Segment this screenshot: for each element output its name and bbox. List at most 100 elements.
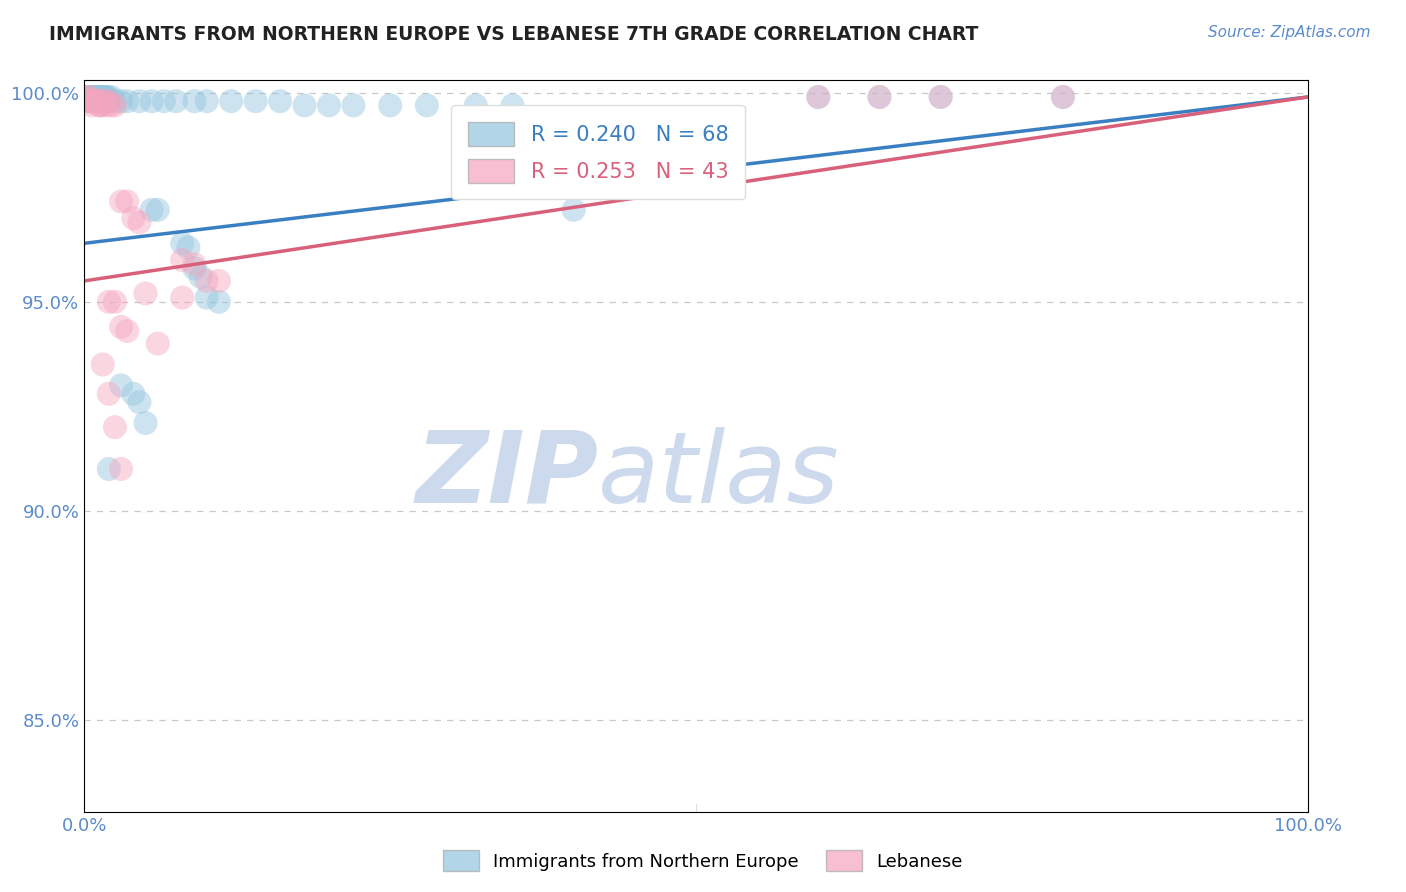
Point [110,462,132,476]
Point [135,416,157,430]
Point [79,90,101,104]
Point [79,94,101,108]
Point [89,90,111,104]
Point [807,90,830,104]
Point [84,94,107,108]
Point [1052,90,1074,104]
Point [97,90,120,104]
Point [141,202,163,217]
Point [464,98,486,112]
Point [96,98,118,112]
Point [91,94,114,108]
Point [82,94,104,108]
Point [97,386,120,401]
Point [97,94,120,108]
Point [86,94,108,108]
Point [146,202,169,217]
Point [183,94,205,108]
Point [318,98,340,112]
Point [93,90,115,104]
Point [128,395,150,409]
Point [195,274,218,288]
Point [929,90,952,104]
Point [115,94,138,108]
Point [97,462,120,476]
Point [128,94,150,108]
Point [80,90,103,104]
Point [115,194,138,209]
Point [195,291,218,305]
Point [91,90,114,104]
Point [122,211,145,226]
Point [1052,90,1074,104]
Point [90,98,112,112]
Point [97,294,120,309]
Point [94,90,117,104]
Point [77,90,100,104]
Point [208,294,231,309]
Point [104,294,127,309]
Point [110,319,132,334]
Point [929,90,952,104]
Text: atlas: atlas [598,426,839,524]
Point [146,336,169,351]
Point [86,94,108,108]
Text: ZIP: ZIP [415,426,598,524]
Point [97,94,120,108]
Point [79,94,101,108]
Point [269,94,291,108]
Point [183,257,205,271]
Point [89,98,111,112]
Point [84,94,107,108]
Point [83,90,105,104]
Point [84,94,107,108]
Point [416,98,439,112]
Point [77,90,100,104]
Point [76,90,98,104]
Point [183,261,205,276]
Text: IMMIGRANTS FROM NORTHERN EUROPE VS LEBANESE 7TH GRADE CORRELATION CHART: IMMIGRANTS FROM NORTHERN EUROPE VS LEBAN… [49,25,979,44]
Point [128,215,150,229]
Point [104,420,127,434]
Legend: R = 0.240   N = 68, R = 0.253   N = 43: R = 0.240 N = 68, R = 0.253 N = 43 [451,105,745,199]
Point [342,98,364,112]
Point [100,90,122,104]
Point [502,98,524,112]
Point [82,90,104,104]
Legend: Immigrants from Northern Europe, Lebanese: Immigrants from Northern Europe, Lebanes… [436,843,970,879]
Point [87,90,110,104]
Point [104,94,127,108]
Point [245,94,267,108]
Point [153,94,176,108]
Point [93,94,115,108]
Point [87,94,110,108]
Point [100,98,122,112]
Point [869,90,891,104]
Point [83,94,105,108]
Point [122,386,145,401]
Point [294,98,316,112]
Text: Source: ZipAtlas.com: Source: ZipAtlas.com [1208,25,1371,40]
Point [380,98,402,112]
Point [172,291,194,305]
Point [96,90,118,104]
Point [87,98,110,112]
Point [115,324,138,338]
Point [195,94,218,108]
Point [83,90,105,104]
Point [77,94,100,108]
Point [82,94,104,108]
Point [87,94,110,108]
Point [76,90,98,104]
Point [87,90,110,104]
Point [80,98,103,112]
Point [104,98,127,112]
Point [89,94,111,108]
Point [80,94,103,108]
Point [165,94,187,108]
Point [172,236,194,251]
Point [77,90,100,104]
Point [91,358,114,372]
Point [177,240,200,254]
Point [172,252,194,267]
